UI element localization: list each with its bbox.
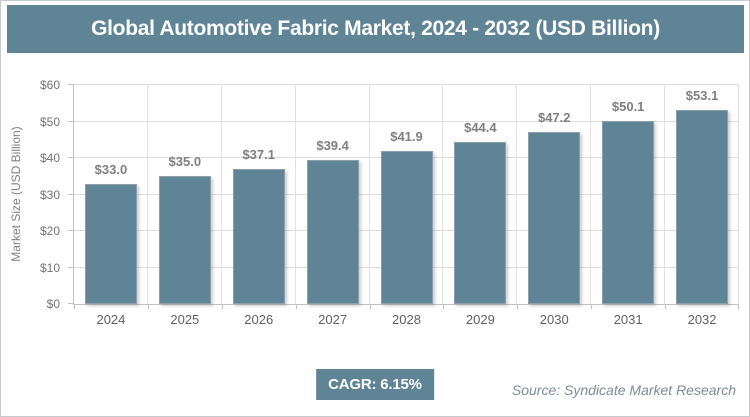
cagr-badge: CAGR: 6.15% [316,369,434,400]
x-axis-category-label: 2031 [613,312,643,327]
bar-value-label: $50.1 [611,99,645,115]
gridline-vertical [368,85,370,304]
gridline-vertical [738,85,739,304]
bar [602,121,655,304]
gridline-vertical [294,85,296,304]
bar [158,176,211,304]
x-tick-mark [665,304,667,309]
x-tick-mark [221,304,223,309]
y-tick-label: $50 [39,114,60,129]
x-tick-mark [147,304,149,309]
x-tick-mark [295,304,297,309]
bar [380,151,433,304]
y-tick-mark [68,303,74,304]
y-tick-label: $10 [39,260,60,275]
bar-value-label: $37.1 [242,146,275,162]
x-tick-mark [443,304,445,309]
plot-area: $0 $10 $20 $30 $40 $50 $60 $33.0 2024 $35.0 2025 $3… [40,78,739,327]
bar [454,141,507,304]
y-tick-label: $60 [39,78,60,92]
x-axis-category-label: 2026 [244,312,274,327]
y-tick-mark [68,266,74,268]
cagr-label: CAGR: 6.15% [328,376,422,393]
y-tick-mark [68,84,74,85]
bar [528,131,581,304]
y-tick-mark [68,157,74,158]
bar [232,168,285,304]
y-tick-label: $20 [39,224,60,238]
bar-value-label: $39.4 [316,138,349,154]
y-tick-label: $0 [46,297,60,311]
gridline-horizontal [74,120,739,122]
chart-title: Global Automotive Fabric Market, 2024 - … [91,17,660,40]
x-tick-mark [369,304,371,309]
y-tick-mark [68,230,74,231]
x-axis-category-label: 2032 [687,312,717,327]
y-tick-mark [68,120,74,122]
x-tick-mark [74,304,75,309]
x-axis-category-label: 2030 [539,312,569,327]
bar-value-label: $35.0 [168,154,202,170]
x-tick-mark [517,304,519,309]
bar [676,110,729,304]
bar-value-label: $33.0 [94,161,128,177]
bar-value-label: $41.9 [390,129,423,145]
y-tick-mark [68,193,74,195]
gridline-vertical [220,85,222,304]
gridline-vertical [590,85,592,304]
x-axis-category-label: 2028 [392,312,421,327]
gridline-vertical [516,85,518,304]
x-axis-category-label: 2024 [96,312,126,327]
bar [306,160,359,304]
source-note: Source: Syndicate Market Research [511,382,736,398]
y-tick-label: $40 [39,151,60,165]
bar [84,183,137,304]
gridline-vertical [146,85,148,304]
y-tick-label: $30 [39,187,60,202]
x-axis-category-label: 2027 [318,312,348,327]
x-axis-category-label: 2025 [170,312,200,327]
bar-value-label: $47.2 [537,109,571,125]
x-axis-category-label: 2029 [465,312,495,327]
bar-value-label: $53.1 [685,88,719,104]
gridline-horizontal [74,84,739,85]
bar-value-label: $44.4 [464,119,497,135]
gridline-vertical [664,85,666,304]
chart-title-bar: Global Automotive Fabric Market, 2024 - … [7,5,744,53]
x-tick-mark [738,304,739,309]
gridline-vertical [442,85,444,304]
x-tick-mark [591,304,593,309]
